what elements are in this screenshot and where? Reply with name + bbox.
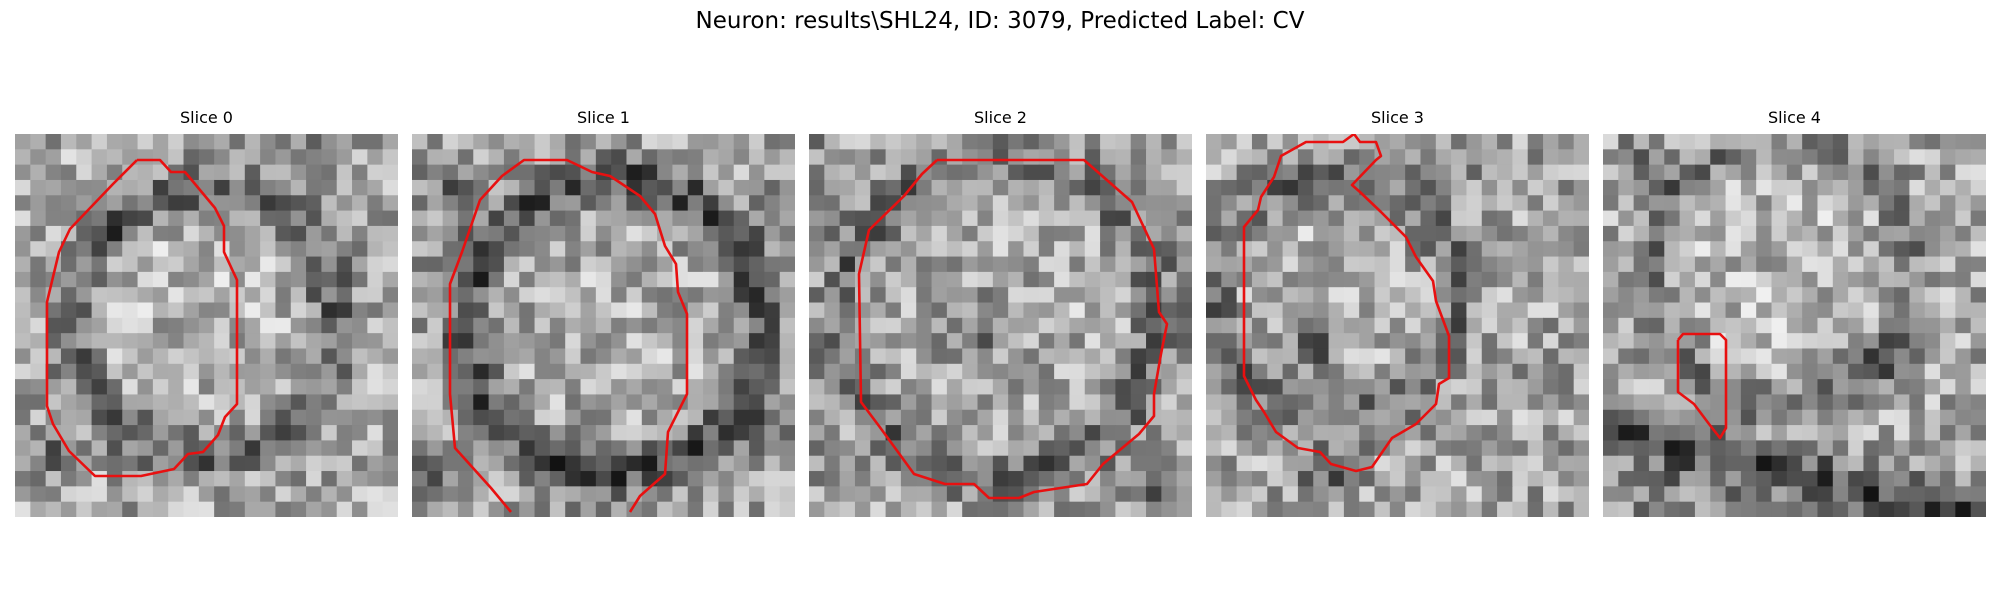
segmentation-contour [857, 158, 1169, 500]
slice-svg [15, 134, 398, 517]
grayscale-pixel-grid [1603, 134, 1986, 517]
slice-title: Slice 4 [1768, 108, 1821, 127]
segmentation-contour [45, 158, 239, 478]
slice-svg [1603, 134, 1986, 517]
segmentation-contour [448, 158, 689, 513]
slice-title: Slice 3 [1371, 108, 1424, 127]
slice-title: Slice 0 [180, 108, 233, 127]
slice-svg [412, 134, 795, 517]
slice-image [1603, 134, 1986, 517]
slice-svg [809, 134, 1192, 517]
slice-title: Slice 2 [974, 108, 1027, 127]
slice-svg [1206, 134, 1589, 517]
grayscale-pixel-grid [809, 134, 1192, 517]
slice-image [15, 134, 398, 517]
segmentation-contour [1676, 332, 1728, 440]
slice-image [1206, 134, 1589, 517]
slice-image [809, 134, 1192, 517]
segmentation-contour [1242, 134, 1451, 473]
slice-title: Slice 1 [577, 108, 630, 127]
grayscale-pixel-grid [412, 134, 795, 517]
slice-image [412, 134, 795, 517]
figure-title: Neuron: results\SHL24, ID: 3079, Predict… [695, 8, 1305, 34]
grayscale-pixel-grid [1206, 134, 1589, 517]
grayscale-pixel-grid [15, 134, 398, 517]
